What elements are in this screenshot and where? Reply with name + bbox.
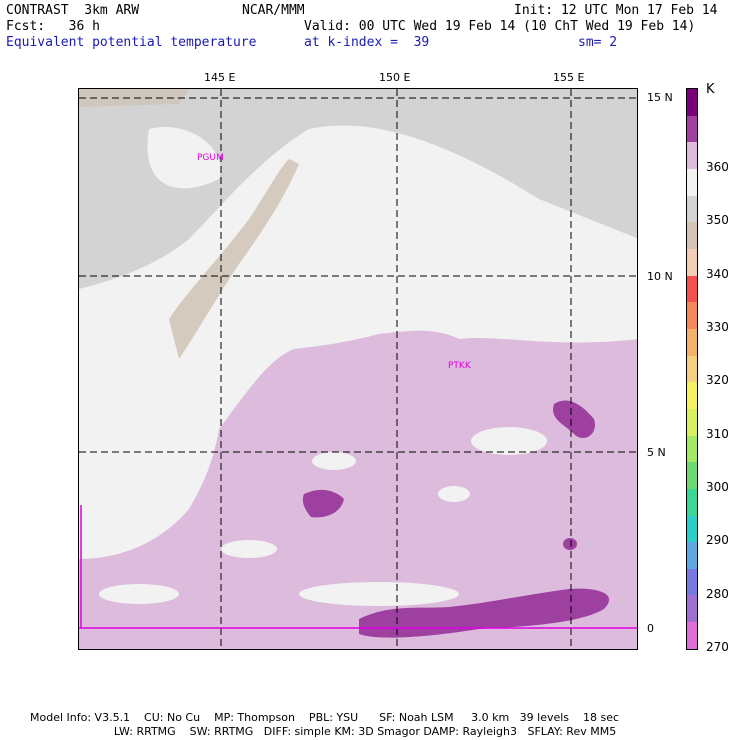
legend-swatch <box>687 168 697 196</box>
legend-swatch <box>687 222 697 249</box>
smoothing-label: sm= 2 <box>578 35 618 50</box>
station-pgum: PGUM <box>197 153 224 163</box>
legend-label: 280 <box>706 586 729 601</box>
lon-label-155: 155 E <box>553 71 585 84</box>
legend-label: 340 <box>706 266 729 281</box>
legend-label: 290 <box>706 533 729 548</box>
field-name: Equivalent potential temperature <box>6 35 257 50</box>
legend-swatch <box>687 462 697 489</box>
legend-label: 330 <box>706 320 729 334</box>
lon-label-145: 145 E <box>204 71 236 84</box>
legend-swatch <box>687 435 697 463</box>
legend-swatch <box>687 275 697 303</box>
model-title: CONTRAST 3km ARW <box>6 3 140 18</box>
legend-label: 320 <box>706 373 729 388</box>
legend-swatch <box>687 195 697 223</box>
init-time: Init: 12 UTC Mon 17 Feb 14 <box>514 3 718 18</box>
legend-swatch <box>687 595 697 623</box>
legend-swatch <box>687 248 697 276</box>
legend-swatch <box>687 142 697 169</box>
k-index-label: at k-index = 39 <box>304 35 430 50</box>
legend-swatch <box>687 515 697 543</box>
valid-time: Valid: 00 UTC Wed 19 Feb 14 (10 ChT Wed … <box>304 19 696 34</box>
forecast-hour: Fcst: 36 h <box>6 19 100 34</box>
legend-swatch <box>687 542 697 569</box>
legend-label: 270 <box>706 640 729 654</box>
field-lilac-region <box>79 330 637 649</box>
legend-label: 360 <box>706 160 729 174</box>
lat-label-0: 0 <box>647 622 654 635</box>
legend-swatch <box>687 488 697 516</box>
legend-unit: K <box>706 82 715 97</box>
map-field-svg <box>79 89 637 649</box>
legend-swatch <box>687 328 697 356</box>
lon-label-150: 150 E <box>379 71 411 84</box>
legend-swatch <box>687 408 697 436</box>
legend-swatch <box>687 382 697 409</box>
lat-label-10n: 10 N <box>647 270 673 283</box>
theta-e-map: PGUM PTKK <box>78 88 638 650</box>
legend-swatch <box>687 622 697 649</box>
legend-swatch <box>687 89 697 116</box>
lat-label-15n: 15 N <box>647 91 673 104</box>
color-legend <box>686 88 698 650</box>
institution-label: NCAR/MMM <box>242 3 305 18</box>
graticule <box>79 89 637 649</box>
legend-swatch <box>687 355 697 383</box>
legend-swatch <box>687 302 697 329</box>
legend-swatch <box>687 568 697 596</box>
field-purple-band <box>359 588 610 638</box>
legend-label: 300 <box>706 480 729 494</box>
model-info-line2: LW: RRTMG SW: RRTMG DIFF: simple KM: 3D … <box>30 725 617 738</box>
legend-label: 350 <box>706 213 729 228</box>
field-tan-streak <box>169 159 299 359</box>
legend-swatch <box>687 115 697 143</box>
station-ptkk: PTKK <box>448 361 471 371</box>
lat-label-5n: 5 N <box>647 446 666 459</box>
model-info-line1: Model Info: V3.5.1 CU: No Cu MP: Thompso… <box>30 711 620 724</box>
legend-label: 310 <box>706 426 729 441</box>
